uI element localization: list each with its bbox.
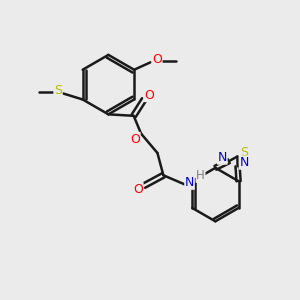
Text: N: N (239, 156, 249, 169)
Text: O: O (130, 133, 140, 146)
Text: S: S (240, 146, 248, 159)
Text: N: N (218, 151, 227, 164)
Text: H: H (196, 169, 205, 182)
Text: O: O (133, 183, 143, 196)
Text: O: O (145, 88, 154, 101)
Text: O: O (152, 53, 162, 66)
Text: S: S (54, 84, 62, 97)
Text: N: N (185, 176, 194, 189)
